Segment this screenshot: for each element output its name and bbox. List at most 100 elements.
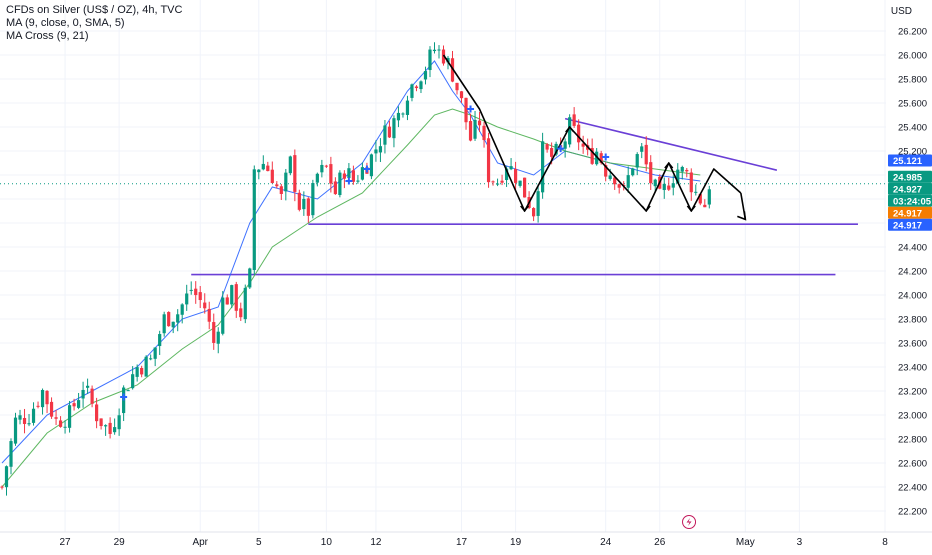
candles: [0, 42, 711, 496]
candle-body: [541, 141, 545, 193]
candle-body: [194, 288, 198, 296]
candle-body: [4, 466, 9, 488]
x-tick-label: Apr: [192, 537, 208, 548]
candle-body: [347, 168, 351, 179]
candle-body: [113, 427, 117, 433]
candle-body: [162, 314, 166, 334]
candle-body: [707, 189, 711, 205]
x-tick-label: 26: [654, 537, 666, 548]
candle-body: [459, 91, 464, 99]
candle-body: [126, 390, 130, 392]
y-tick-label: 26.200: [898, 27, 927, 38]
x-tick-label: 29: [114, 537, 126, 548]
candle-body: [288, 156, 292, 174]
candle-body: [266, 165, 270, 172]
candle-body: [554, 143, 558, 155]
candle-body: [76, 400, 81, 408]
candle-body: [243, 287, 247, 320]
signal-marker: [467, 105, 475, 113]
candle-body: [338, 172, 342, 196]
candle-body: [577, 124, 581, 143]
candle-body: [275, 184, 279, 187]
candle-body: [405, 100, 410, 115]
price-badge-label: 25.121: [893, 156, 923, 167]
candle-body: [131, 374, 135, 389]
candle-body: [144, 356, 148, 377]
candle-body: [532, 208, 536, 217]
y-tick-label: 26.000: [898, 51, 927, 62]
candle-body: [153, 347, 157, 359]
signal-marker: [557, 145, 565, 153]
x-tick-label: 12: [370, 537, 382, 548]
candle-body: [495, 183, 500, 185]
candle-body: [198, 292, 202, 301]
candle-body: [63, 426, 67, 428]
signal-marker: [602, 153, 610, 161]
candle-body: [428, 49, 432, 71]
candle-body: [667, 185, 671, 190]
candle-body: [477, 120, 482, 126]
candle-body: [36, 405, 40, 407]
legend-ma[interactable]: MA (9, close, 0, SMA, 5): [6, 17, 125, 29]
candle-body: [351, 170, 355, 182]
arrow-tick: [520, 205, 530, 213]
candle-body: [117, 415, 121, 430]
candle-body: [685, 169, 689, 172]
zigzag-drawing: [442, 54, 747, 221]
candle-body: [140, 367, 144, 375]
candle-body: [518, 180, 522, 186]
candle-body: [410, 84, 414, 98]
y-tick-label: 24.000: [898, 291, 927, 302]
price-badge-label: 24.927: [893, 184, 922, 195]
candle-body: [311, 183, 315, 216]
candle-body: [378, 146, 383, 153]
candle-body: [595, 151, 599, 165]
candle-body: [167, 312, 171, 327]
candle-body: [248, 268, 252, 288]
candle-body: [320, 164, 324, 173]
candle-body: [671, 183, 675, 188]
candle-body: [104, 425, 108, 427]
y-tick-label: 23.400: [898, 363, 927, 374]
candle-body: [356, 180, 360, 182]
candle-body: [617, 184, 621, 188]
arrow-tick: [664, 161, 674, 169]
candle-body: [284, 172, 288, 192]
candle-body: [302, 198, 306, 210]
currency-label: USD: [890, 6, 912, 17]
candle-body: [135, 367, 139, 377]
candle-body: [486, 138, 491, 183]
legend-ma-cross[interactable]: MA Cross (9, 21): [6, 30, 89, 42]
signal-marker: [363, 165, 371, 173]
candle-body: [22, 417, 27, 424]
candle-body: [176, 314, 180, 323]
candle-body: [392, 118, 396, 139]
x-tick-label: May: [736, 537, 755, 548]
candle-body: [464, 97, 468, 123]
candle-body: [513, 169, 518, 183]
candle-body: [212, 322, 216, 343]
candle-body: [90, 388, 94, 404]
y-tick-label: 25.600: [898, 99, 927, 110]
candle-body: [473, 119, 477, 139]
candle-body: [703, 204, 707, 208]
candle-body: [108, 422, 112, 434]
candle-body: [234, 284, 238, 311]
legend-title[interactable]: CFDs on Silver (US$ / OZ), 4h, TVC: [6, 4, 183, 16]
y-tick-label: 25.200: [898, 147, 927, 158]
candle-body: [324, 165, 328, 167]
candle-body: [568, 117, 572, 145]
candle-body: [252, 169, 256, 270]
markers: [120, 105, 697, 529]
y-tick-label: 22.600: [898, 459, 927, 470]
time-axis: 27 29 Apr 5 10 12 17 19 24 26 May 3 8: [60, 537, 889, 548]
x-tick-label: 8: [882, 537, 888, 548]
candle-body: [604, 165, 608, 177]
x-tick-label: 27: [60, 537, 72, 548]
candle-body: [315, 173, 319, 183]
candle-body: [680, 166, 684, 172]
candle-body: [626, 175, 630, 188]
candle-body: [81, 389, 85, 399]
